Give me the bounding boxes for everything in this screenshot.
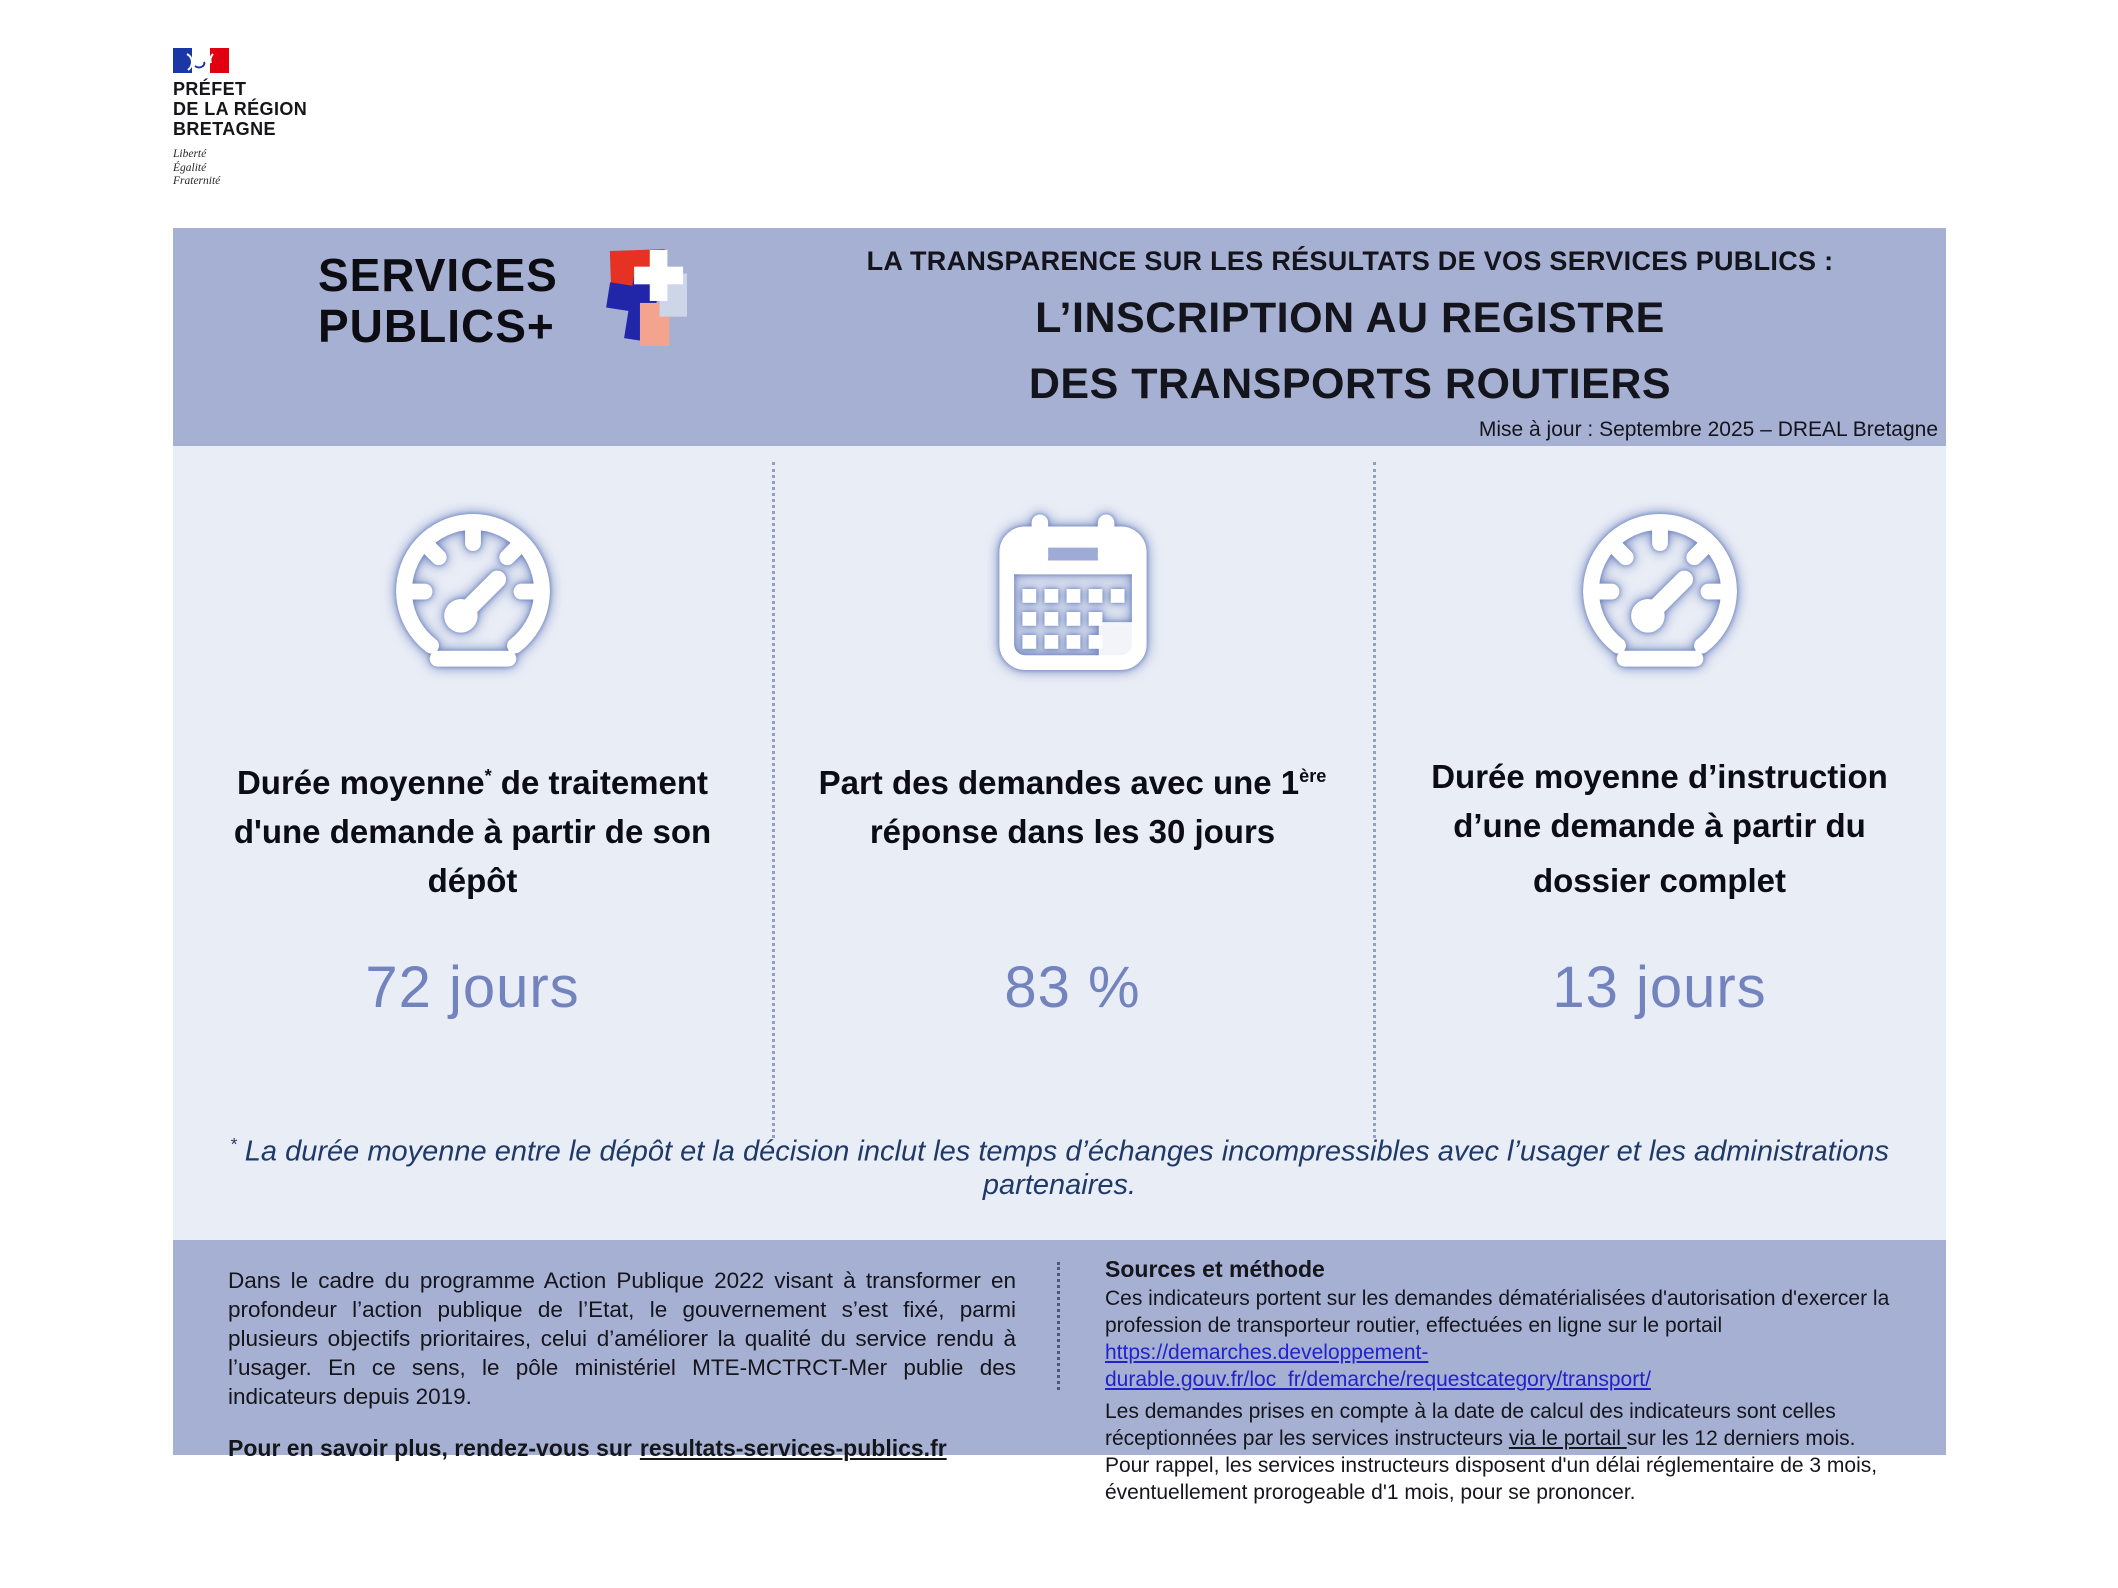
sources-p2-text: sur les 12 derniers mois.	[1626, 1427, 1856, 1450]
metric-column-instruction-time: Durée moyenne d’instruction d’une demand…	[1373, 446, 1946, 1240]
footer-panel: Dans le cadre du programme Action Publiq…	[173, 1240, 1946, 1504]
page-title-line-2: DES TRANSPORTS ROUTIERS	[1028, 360, 1672, 408]
wordmark-line: SERVICES	[318, 249, 558, 301]
more-info-label: Pour en savoir plus, rendez-vous sur	[228, 1435, 632, 1461]
sources-paragraph-3: Pour rappel, les services instructeurs d…	[1105, 1454, 1878, 1504]
via-portal-link[interactable]: via le portail	[1508, 1427, 1627, 1450]
metric-label: Part des demandes avec une 1ère réponse …	[818, 764, 1327, 850]
motto-line: Fraternité	[173, 175, 221, 187]
column-divider	[772, 462, 775, 1138]
metric-value: 13 jours	[1552, 955, 1767, 1020]
metric-label: Durée moyenne d’instruction d’une demand…	[1431, 758, 1888, 899]
metrics-panel: Durée moyenne* de traitement d'une deman…	[173, 446, 1946, 1240]
calendar-icon	[772, 504, 1373, 679]
speedometer-icon	[173, 504, 772, 673]
prefecture-line: BRETAGNE	[173, 119, 276, 139]
results-site-link[interactable]: resultats-services-publics.fr	[639, 1435, 947, 1461]
footer-divider	[1057, 1262, 1060, 1390]
motto-line: Égalité	[173, 161, 207, 174]
prefecture-name: PRÉFET DE LA RÉGION BRETAGNE	[173, 79, 307, 139]
portal-url-link[interactable]: https://demarches.developpement-durable.…	[1105, 1341, 1651, 1391]
footer-sources-block: Sources et méthode Ces indicateurs porte…	[1105, 1256, 1931, 1506]
sources-title: Sources et méthode	[1105, 1256, 1325, 1282]
footer-more-info: Pour en savoir plus, rendez-vous sur resu…	[228, 1435, 1016, 1462]
prefecture-line: DE LA RÉGION	[173, 99, 308, 119]
speedometer-icon	[1373, 504, 1946, 673]
banner-title-block: LA TRANSPARENCE SUR LES RÉSULTATS DE VOS…	[833, 238, 1867, 417]
republic-motto: Liberté Égalité Fraternité	[173, 148, 307, 189]
french-flag-icon	[173, 48, 229, 73]
services-publics-plus-icon	[606, 249, 687, 347]
sources-paragraph-2: Les demandes prises en compte à la date …	[1105, 1398, 1931, 1452]
metric-value: 72 jours	[365, 955, 580, 1020]
motto-line: Liberté	[173, 148, 207, 160]
prefecture-logo: PRÉFET DE LA RÉGION BRETAGNE Liberté Éga…	[173, 48, 307, 189]
metric-label: Durée moyenne* de traitement d'une deman…	[233, 764, 712, 899]
column-divider	[1373, 462, 1376, 1138]
metric-column-first-response: Part des demandes avec une 1ère réponse …	[772, 446, 1373, 1240]
footer-about-paragraph: Dans le cadre du programme Action Publiq…	[228, 1268, 1016, 1409]
services-publics-wordmark: SERVICES PUBLICS+	[318, 250, 558, 352]
update-date: Mise à jour : Septembre 2025 – DREAL Bre…	[1478, 418, 1938, 441]
sources-p2-text: Les demandes prises en compte à la date …	[1105, 1400, 1836, 1450]
footnote: * La durée moyenne entre le dépôt et la …	[229, 1134, 1890, 1201]
header-banner: SERVICES PUBLICS+ LA TRANSPARENCE SUR LE…	[173, 228, 1946, 446]
banner-kicker: LA TRANSPARENCE SUR LES RÉSULTATS DE VOS…	[866, 246, 1834, 276]
sources-paragraph-1: Ces indicateurs portent sur les demandes…	[1105, 1287, 1890, 1337]
footer-about-block: Dans le cadre du programme Action Publiq…	[228, 1266, 1016, 1462]
prefecture-line: PRÉFET	[173, 79, 247, 99]
page-title-line-1: L’INSCRIPTION AU REGISTRE	[1035, 294, 1665, 342]
metric-column-processing-time: Durée moyenne* de traitement d'une deman…	[173, 446, 772, 1240]
wordmark-line: PUBLICS+	[318, 300, 555, 352]
metric-value: 83 %	[1004, 955, 1141, 1020]
